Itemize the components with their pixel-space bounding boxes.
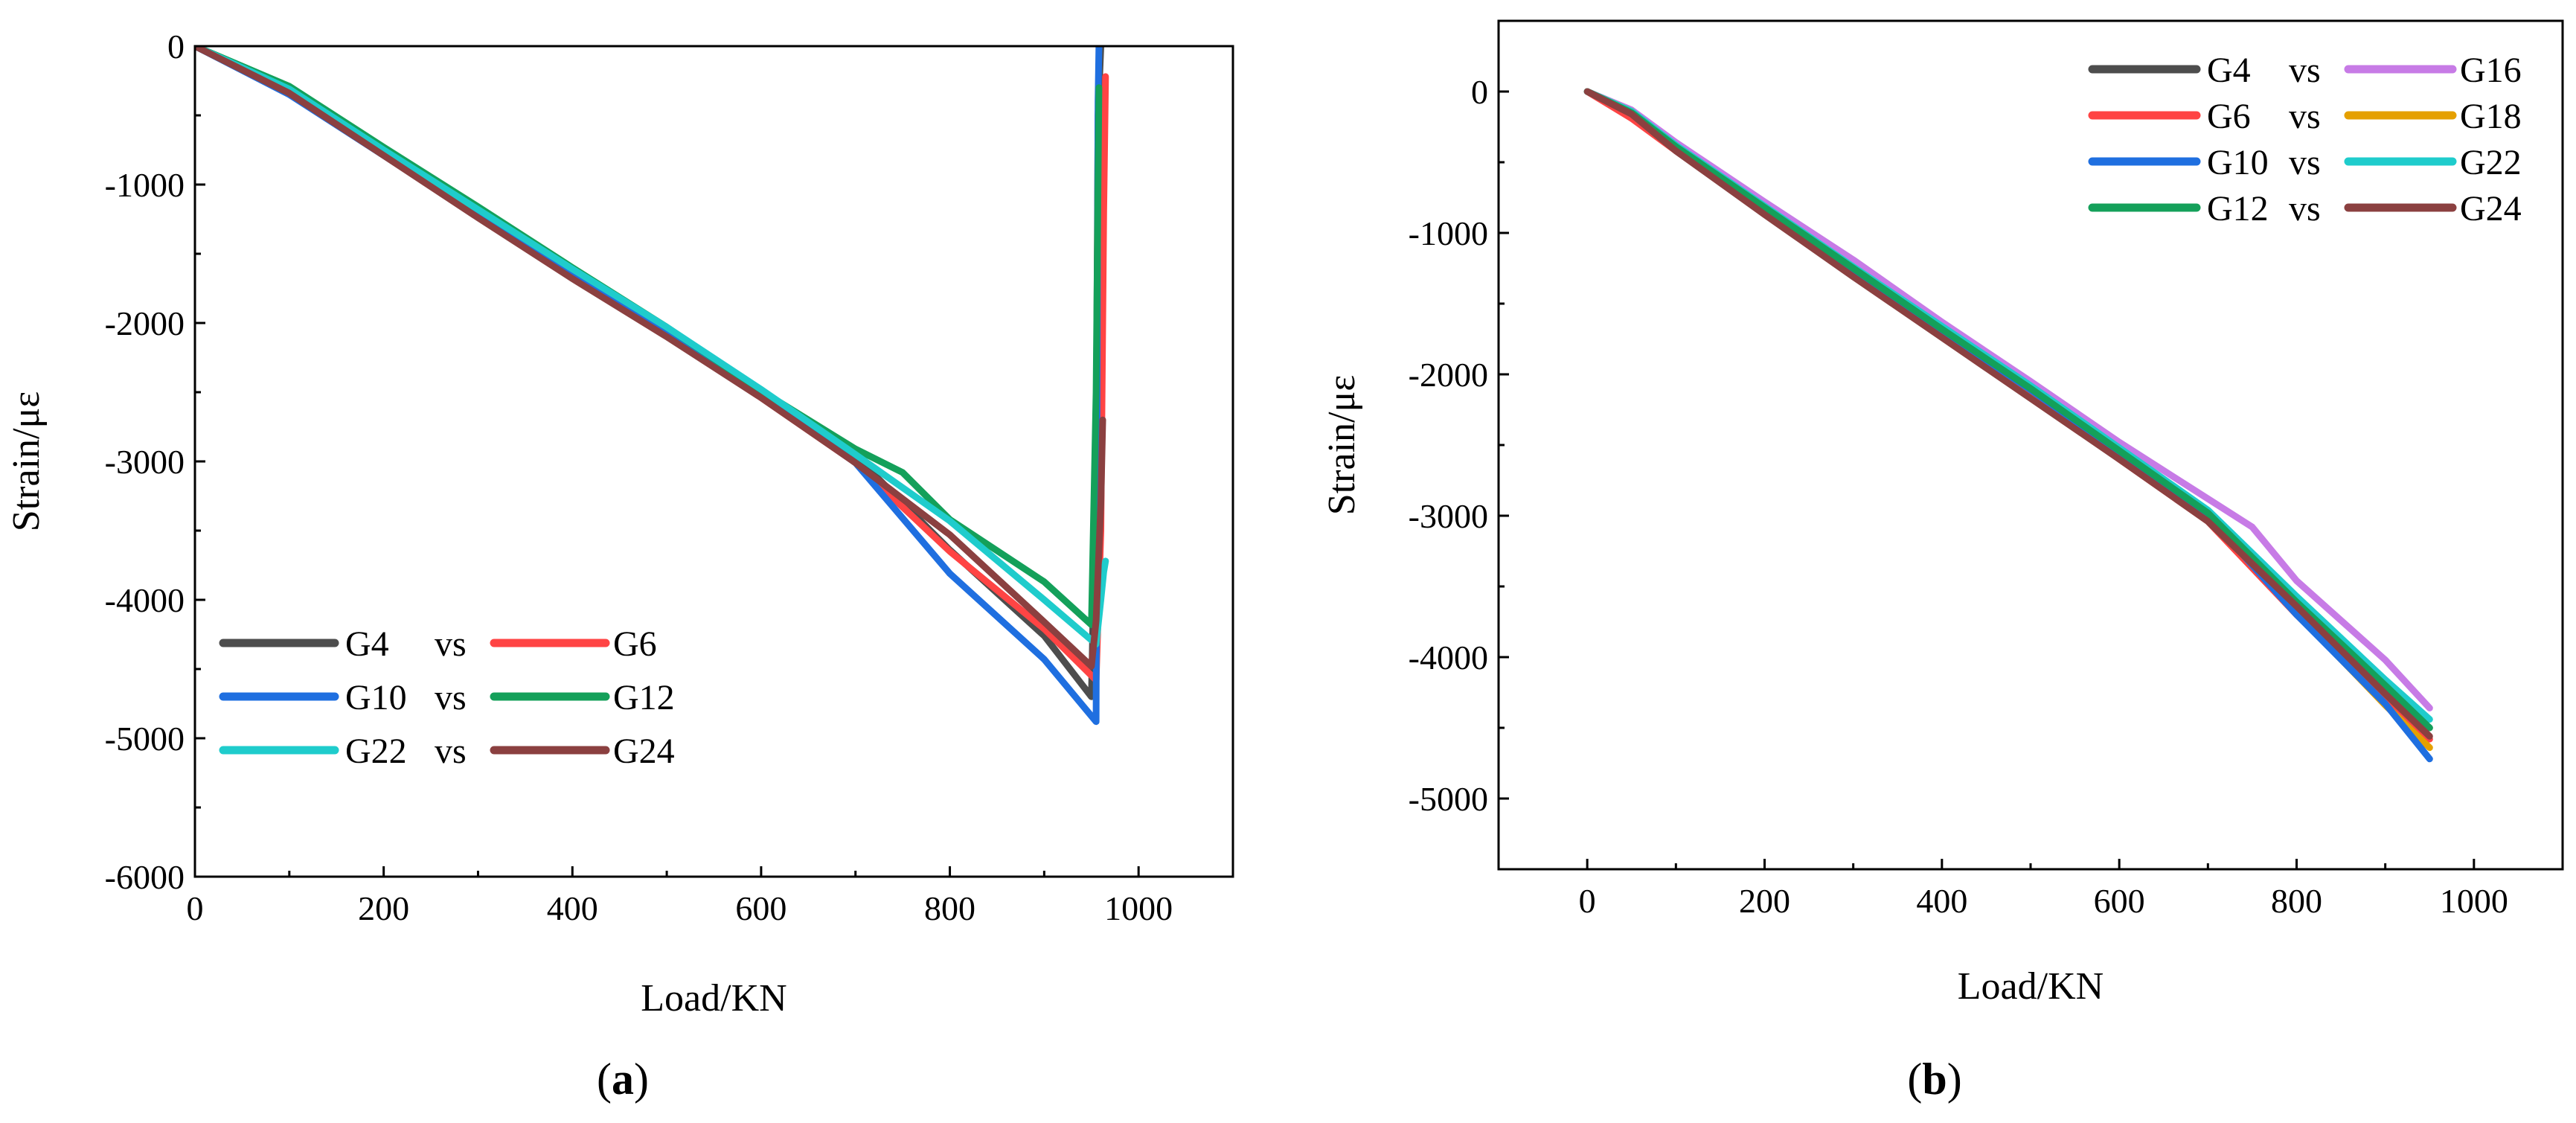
series-line-g10: [195, 46, 1103, 726]
legend-separator: vs: [2289, 51, 2321, 90]
panel-a-caption-letter: a: [612, 1055, 634, 1104]
series-line-g4: [1583, 88, 2433, 732]
panel-a-legend: G4 vs G6 G10 vs G12 G22 vs G24: [219, 624, 675, 771]
y-tick-label: -6000: [105, 858, 185, 896]
x-tick-label: 1000: [2440, 882, 2508, 920]
series-line-g4: [195, 46, 1104, 700]
legend-entry-name: G6: [613, 624, 657, 664]
y-tick-label: -3000: [1409, 497, 1488, 535]
legend-separator: vs: [2289, 189, 2321, 228]
panel-a-y-axis-label: Strain/με: [5, 391, 48, 531]
legend-separator: vs: [2289, 97, 2321, 136]
panel-b-chart: 0 200 400 600 800 1000 0 -1000 -2000 -3000 -4000 -5…: [1321, 19, 2564, 1104]
panel-b-legend: G4 vs G16 G6 vs G18 G10 vs G22 G12 vs G24: [2088, 51, 2522, 228]
legend-entry-name: G18: [2460, 97, 2522, 136]
legend-entry-name: G10: [2207, 143, 2269, 182]
x-tick-label: 0: [1579, 882, 1596, 920]
series-line-g6: [195, 46, 1109, 684]
y-tick-label: -5000: [1409, 780, 1488, 818]
legend-entry-name: G10: [345, 678, 407, 717]
y-tick-label: -4000: [1409, 639, 1488, 676]
legend-separator: vs: [435, 732, 467, 771]
x-tick-label: 800: [2271, 882, 2322, 920]
y-tick-label: -5000: [105, 720, 185, 758]
x-tick-label: 200: [1739, 882, 1790, 920]
x-tick-label: 400: [1916, 882, 1967, 920]
y-tick-label: -1000: [105, 166, 185, 204]
y-tick-label: -2000: [1409, 356, 1488, 394]
panel-a-ticks: 0 200 400 600 800 1000 0 -1000 -2000 -3000 -4000 -5…: [105, 28, 1173, 927]
legend-separator: vs: [435, 678, 467, 717]
panel-a-caption: (a): [597, 1055, 649, 1104]
series-line-g22: [195, 46, 1109, 647]
legend-entry-name: G24: [613, 732, 675, 771]
x-tick-label: 600: [735, 889, 786, 927]
legend-entry-name: G22: [2460, 143, 2522, 182]
legend-entry-name: G6: [2207, 97, 2251, 136]
legend-entry-name: G24: [2460, 189, 2522, 228]
x-tick-label: 0: [187, 889, 204, 927]
panel-b-x-axis-label: Load/KN: [1958, 965, 2104, 1008]
legend-entry-name: G12: [2207, 189, 2269, 228]
y-tick-label: -3000: [105, 443, 185, 481]
legend-separator: vs: [2289, 143, 2321, 182]
panel-a-x-axis-label: Load/KN: [641, 977, 786, 1020]
legend-entry-name: G12: [613, 678, 675, 717]
panel-b-caption-letter: b: [1922, 1055, 1947, 1104]
x-tick-label: 1000: [1104, 889, 1173, 927]
x-tick-label: 200: [358, 889, 409, 927]
x-tick-label: 600: [2094, 882, 2145, 920]
y-tick-label: -4000: [105, 581, 185, 619]
legend-entry-name: G16: [2460, 51, 2522, 90]
panel-b-caption: (b): [1907, 1055, 1961, 1104]
legend-entry-name: G4: [345, 624, 389, 664]
panel-a-series-group: [195, 46, 1109, 726]
y-tick-label: -1000: [1409, 214, 1488, 252]
panel-b-series-group: [1583, 88, 2433, 763]
series-line-g24: [1583, 88, 2433, 740]
y-tick-label: 0: [167, 28, 185, 65]
legend-entry-name: G22: [345, 732, 407, 771]
legend-separator: vs: [435, 624, 467, 664]
legend-entry-name: G4: [2207, 51, 2251, 90]
panel-b-y-axis-label: Strain/με: [1321, 375, 1363, 515]
panel-a-chart: 0 200 400 600 800 1000 0 -1000 -2000 -3000 -4000 -5…: [5, 28, 1234, 1104]
series-line-g12: [195, 46, 1103, 628]
x-tick-label: 800: [924, 889, 975, 927]
x-tick-label: 400: [547, 889, 598, 927]
y-tick-label: -2000: [105, 304, 185, 342]
series-line-g24: [195, 46, 1106, 670]
panel-b-ticks: 0 200 400 600 800 1000 0 -1000 -2000 -3000 -4000 -5…: [1409, 73, 2508, 920]
y-tick-label: 0: [1471, 73, 1488, 111]
panel-b-plot-frame: [1497, 19, 2564, 871]
series-line-g12: [1583, 88, 2433, 732]
